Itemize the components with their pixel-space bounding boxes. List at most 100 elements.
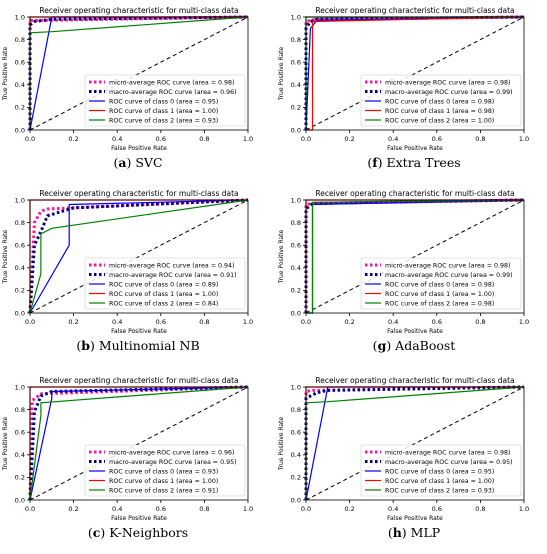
y-tick-label: 0.2 — [291, 474, 301, 482]
y-tick-label: 0.0 — [291, 126, 301, 134]
y-tick-label: 0.6 — [291, 429, 301, 437]
legend-entry-label: ROC curve of class 0 (area = 0.93) — [109, 468, 218, 475]
y-tick-label: 0.0 — [291, 496, 301, 504]
legend-box — [84, 444, 246, 497]
y-tick-label: 0.6 — [291, 242, 301, 250]
x-tick-label: 0.2 — [344, 505, 354, 513]
x-tick-label: 0.4 — [388, 318, 398, 326]
legend-box — [360, 257, 522, 310]
legend-entry-label: micro-average ROC curve (area = 0.98) — [385, 79, 510, 86]
chart-title: Receiver operating characteristic for mu… — [39, 189, 238, 198]
x-tick-label: 0.8 — [475, 505, 485, 513]
x-tick-label: 1.0 — [519, 505, 529, 513]
y-tick-label: 0.4 — [15, 451, 25, 459]
x-tick-label: 0.6 — [156, 135, 166, 143]
x-tick-label: 1.0 — [243, 135, 253, 143]
caption-h: (h) MLP — [387, 525, 441, 540]
x-tick-label: 0.0 — [25, 135, 35, 143]
roc-panel-g: 0.0 0.2 0.4 0.6 0.8 1.0 0.0 0.2 0.4 0.6 0.8 1.0 Rece… — [278, 189, 529, 335]
legend-entry-label: ROC curve of class 1 (area = 1.00) — [385, 291, 494, 298]
chance-diagonal-line — [29, 16, 249, 131]
x-tick-label: 0.6 — [156, 318, 166, 326]
x-tick-label: 0.4 — [112, 318, 122, 326]
legend-entry-label: ROC curve of class 1 (area = 1.00) — [109, 108, 218, 115]
x-axis-label: False Positive Rate — [111, 145, 167, 152]
legend-entry-label: micro-average ROC curve (area = 0.96) — [109, 449, 234, 456]
y-tick-label: 1.0 — [291, 196, 301, 204]
y-tick-label: 0.6 — [15, 242, 25, 250]
legend-entry-label: macro-average ROC curve (area = 0.95) — [385, 459, 513, 466]
x-tick-label: 0.0 — [301, 318, 311, 326]
y-tick-label: 1.0 — [291, 383, 301, 391]
legend-entry-label: ROC curve of class 0 (area = 0.89) — [109, 281, 218, 288]
chart-title: Receiver operating characteristic for mu… — [39, 376, 238, 385]
chart-title: Receiver operating characteristic for mu… — [315, 376, 514, 385]
chance-diagonal-line — [29, 199, 249, 314]
caption-f-letter: f — [372, 155, 378, 170]
x-tick-label: 0.2 — [68, 505, 78, 513]
x-tick-label: 0.6 — [156, 505, 166, 513]
y-tick-label: 0.8 — [291, 36, 301, 44]
legend-entry-label: ROC curve of class 1 (area = 1.00) — [385, 478, 494, 485]
y-tick-label: 0.0 — [15, 496, 25, 504]
y-tick-label: 0.6 — [15, 429, 25, 437]
x-tick-label: 0.6 — [432, 135, 442, 143]
x-tick-label: 0.8 — [199, 135, 209, 143]
x-tick-label: 1.0 — [243, 318, 253, 326]
axes-frame — [305, 386, 525, 501]
x-tick-label: 0.0 — [301, 505, 311, 513]
roc-series-line-4 — [29, 386, 249, 501]
y-tick-label: 0.4 — [291, 264, 301, 272]
x-tick-label: 1.0 — [519, 318, 529, 326]
y-tick-label: 0.2 — [15, 104, 25, 112]
legend: micro-average ROC curve (area = 0.98) mac… — [360, 257, 522, 310]
y-axis-label: True Positive Rate — [2, 416, 9, 471]
y-tick-label: 0.6 — [291, 59, 301, 67]
legend-entry-label: ROC curve of class 0 (area = 0.95) — [385, 468, 494, 475]
roc-series-line-1 — [304, 15, 525, 130]
x-tick-label: 0.4 — [388, 505, 398, 513]
legend-entry-label: macro-average ROC curve (area = 0.96) — [109, 89, 237, 96]
legend-box — [84, 257, 246, 310]
chance-diagonal-line — [29, 386, 249, 501]
x-tick-label: 1.0 — [519, 135, 529, 143]
roc-panel-a: 0.0 0.2 0.4 0.6 0.8 1.0 0.0 0.2 0.4 0.6 0.8 1.0 Rece… — [2, 6, 253, 152]
roc-panel-f: 0.0 0.2 0.4 0.6 0.8 1.0 0.0 0.2 0.4 0.6 0.8 1.0 Rece… — [278, 6, 529, 152]
x-tick-label: 0.2 — [68, 318, 78, 326]
legend-box — [360, 444, 522, 497]
y-tick-label: 0.8 — [15, 219, 25, 227]
x-tick-label: 0.2 — [344, 135, 354, 143]
caption-c: (c) K-Neighbors — [87, 525, 189, 540]
legend-entry-label: ROC curve of class 2 (area = 0.84) — [109, 300, 218, 307]
x-tick-label: 0.8 — [199, 318, 209, 326]
y-tick-label: 1.0 — [291, 13, 301, 21]
legend-entry-label: ROC curve of class 0 (area = 0.98) — [385, 281, 494, 288]
y-tick-label: 0.8 — [291, 406, 301, 414]
legend-entry-label: micro-average ROC curve (area = 0.98) — [109, 79, 234, 86]
x-tick-label: 0.0 — [25, 505, 35, 513]
axes-frame — [29, 386, 249, 501]
y-axis-label: True Positive Rate — [2, 229, 9, 284]
legend: micro-average ROC curve (area = 0.96) mac… — [84, 444, 246, 497]
chart-title: Receiver operating characteristic for mu… — [315, 189, 514, 198]
y-axis-label: True Positive Rate — [2, 46, 9, 101]
x-tick-label: 0.6 — [432, 318, 442, 326]
x-axis-label: False Positive Rate — [387, 328, 443, 335]
x-axis-label: False Positive Rate — [111, 328, 167, 335]
caption-h-letter: h — [392, 525, 402, 540]
legend-entry-label: ROC curve of class 1 (area = 0.98) — [385, 108, 494, 115]
caption-a-letter: a — [118, 155, 127, 170]
y-axis-label: True Positive Rate — [278, 416, 285, 471]
x-tick-label: 0.6 — [432, 505, 442, 513]
y-tick-label: 1.0 — [15, 196, 25, 204]
y-tick-label: 0.0 — [15, 126, 25, 134]
x-tick-label: 1.0 — [243, 505, 253, 513]
axes-frame — [305, 199, 525, 314]
legend-entry-label: ROC curve of class 0 (area = 0.95) — [109, 98, 218, 105]
y-tick-label: 0.4 — [291, 81, 301, 89]
legend-entry-label: macro-average ROC curve (area = 0.99) — [385, 89, 513, 96]
y-tick-label: 0.4 — [15, 81, 25, 89]
chance-diagonal-line — [305, 386, 525, 501]
chart-title: Receiver operating characteristic for mu… — [315, 6, 514, 15]
